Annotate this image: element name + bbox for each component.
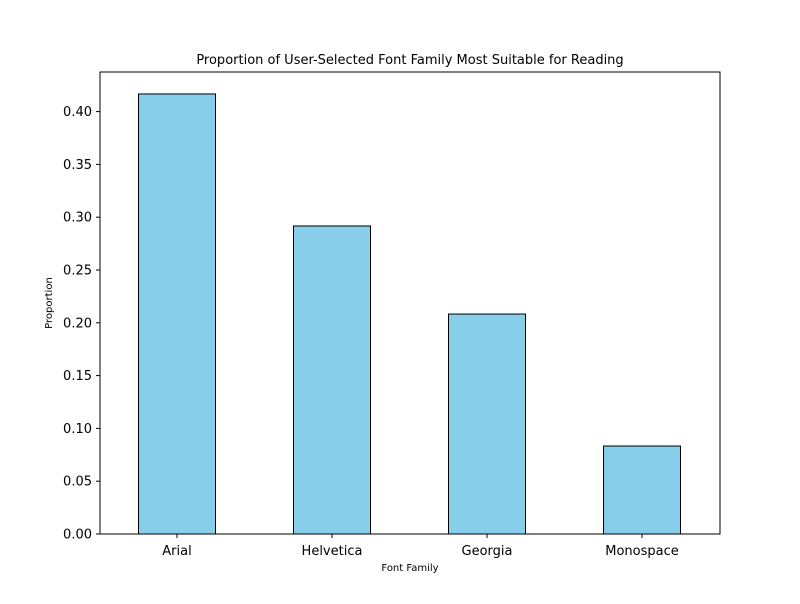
y-tick-label: 0.00 — [63, 528, 92, 543]
y-tick-label: 0.35 — [63, 158, 92, 173]
x-axis-label: Font Family — [381, 563, 438, 574]
x-tick-label: Arial — [162, 544, 191, 559]
chart-title: Proportion of User-Selected Font Family … — [196, 53, 623, 68]
bar-arial — [138, 93, 216, 535]
y-tick-label: 0.30 — [63, 211, 92, 226]
y-tick-label: 0.20 — [63, 316, 92, 331]
plot-frame — [99, 71, 721, 535]
bar-georgia — [448, 313, 526, 535]
y-tick-label: 0.05 — [63, 475, 92, 490]
bar-monospace — [603, 445, 681, 535]
y-tick-label: 0.10 — [63, 422, 92, 437]
x-tick-label: Helvetica — [302, 544, 363, 559]
y-tick-label: 0.40 — [63, 105, 92, 120]
x-tick-label: Monospace — [605, 544, 679, 559]
y-tick-label: 0.15 — [63, 369, 92, 384]
y-axis-label: Proportion — [44, 277, 55, 329]
y-tick-label: 0.25 — [63, 264, 92, 279]
x-tick-label: Georgia — [462, 544, 513, 559]
bar-helvetica — [293, 225, 371, 535]
